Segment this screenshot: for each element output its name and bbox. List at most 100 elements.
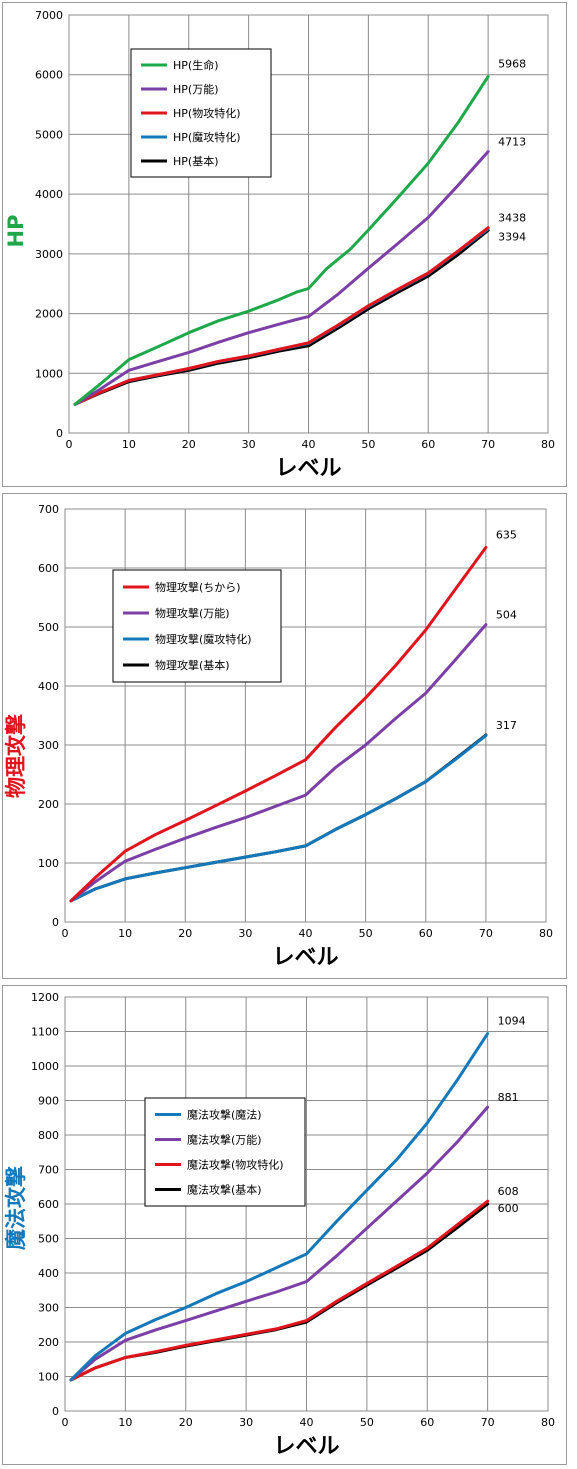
x-axis-label: レベル <box>272 945 338 970</box>
magic-attack-chart: 0 10 20 30 40 50 60 70 8001002003004005006007008… <box>4 991 555 1459</box>
x-tick-label: 80 <box>541 438 555 451</box>
legend-label: 物理攻撃(基本) <box>155 658 230 672</box>
x-tick-label: 70 <box>481 1416 495 1429</box>
x-tick-label: 50 <box>360 1416 374 1429</box>
x-tick-label: 40 <box>299 927 313 940</box>
x-tick-label: 60 <box>419 927 433 940</box>
x-tick-label: 50 <box>361 438 375 451</box>
y-tick-label: 500 <box>38 621 59 634</box>
x-tick-label: 70 <box>479 927 493 940</box>
y-tick-label: 600 <box>38 1198 59 1211</box>
x-tick-label: 60 <box>421 438 435 451</box>
y-tick-label: 0 <box>52 1405 59 1418</box>
x-axis-label: レベル <box>273 1434 339 1459</box>
end-value-label: 608 <box>498 1185 519 1198</box>
series-line-0 <box>73 75 490 406</box>
legend-label: 魔法攻撃(物攻特化) <box>187 1158 284 1172</box>
x-tick-label: 80 <box>539 927 553 940</box>
legend-label: 物理攻撃(万能) <box>155 606 230 620</box>
legend-label: HP(魔攻特化) <box>173 130 241 144</box>
x-tick-label: 10 <box>118 1416 132 1429</box>
magic-attack-chart-panel: 0 10 20 30 40 50 60 70 80 0 100 200 300 400 500 600 700 8… <box>2 985 567 1465</box>
y-tick-label: 5000 <box>35 128 63 141</box>
series-line-0 <box>69 1032 490 1382</box>
x-tick-label: 0 <box>62 1416 69 1429</box>
x-tick-label: 10 <box>122 438 136 451</box>
x-tick-label: 40 <box>302 438 316 451</box>
end-value-label: 317 <box>496 719 517 732</box>
y-tick-label: 300 <box>38 739 59 752</box>
y-tick-label: 600 <box>38 562 59 575</box>
y-tick-label: 0 <box>52 916 59 929</box>
y-tick-label: 4000 <box>35 188 63 201</box>
series-line-2 <box>73 226 490 406</box>
y-tick-label: 200 <box>38 1336 59 1349</box>
y-tick-label: 200 <box>38 798 59 811</box>
y-axis-label: HP <box>4 215 28 248</box>
y-tick-label: 7000 <box>35 9 63 22</box>
y-tick-label: 800 <box>38 1129 59 1142</box>
legend-label: HP(物攻特化) <box>173 106 241 120</box>
y-tick-label: 1000 <box>35 367 63 380</box>
y-tick-label: 100 <box>38 1371 59 1384</box>
x-axis-label: レベル <box>275 456 341 481</box>
x-tick-label: 30 <box>242 438 256 451</box>
legend-label: HP(基本) <box>173 154 219 168</box>
legend-label: 魔法攻撃(基本) <box>187 1183 262 1197</box>
y-tick-label: 6000 <box>35 69 63 82</box>
y-tick-label: 700 <box>38 503 59 516</box>
x-tick-label: 40 <box>300 1416 314 1429</box>
y-tick-label: 400 <box>38 1267 59 1280</box>
series-line-1 <box>73 150 490 406</box>
y-tick-label: 1000 <box>31 1060 59 1073</box>
series-line-0 <box>69 545 488 903</box>
x-tick-label: 80 <box>541 1416 555 1429</box>
y-tick-label: 500 <box>38 1233 59 1246</box>
y-tick-label: 700 <box>38 1164 59 1177</box>
series-line-1 <box>69 623 488 903</box>
y-tick-label: 300 <box>38 1302 59 1315</box>
x-tick-label: 0 <box>66 438 73 451</box>
series-line-2 <box>69 734 488 903</box>
legend-label: 魔法攻撃(万能) <box>187 1133 262 1147</box>
hp-chart: 0 10 20 30 40 50 60 70 80 0 1000 2000 3000 4000 5000 60… <box>4 9 555 481</box>
y-tick-label: 100 <box>38 857 59 870</box>
end-value-label: 504 <box>496 609 517 622</box>
physical-attack-chart: 0 10 20 30 40 50 60 70 80 0 100 200 300 400 500 600 700 レ… <box>4 503 553 970</box>
physical-attack-chart-panel: 0 10 20 30 40 50 60 70 80 0 100 200 300 400 500 600 700 レ… <box>2 493 567 979</box>
x-tick-label: 10 <box>118 927 132 940</box>
x-tick-label: 50 <box>359 927 373 940</box>
legend-box <box>112 569 282 683</box>
y-tick-label: 1100 <box>31 1026 59 1039</box>
end-value-label: 5968 <box>498 58 526 71</box>
end-value-label: 600 <box>498 1202 519 1215</box>
y-axis-label: 魔法攻撃 <box>4 1166 28 1250</box>
y-axis-label: 物理攻撃 <box>4 714 28 798</box>
legend-label: 物理攻撃(ちから) <box>155 580 241 594</box>
y-tick-label: 3000 <box>35 248 63 261</box>
y-tick-label: 1200 <box>31 991 59 1004</box>
legend-label: 物理攻撃(魔攻特化) <box>155 632 252 646</box>
hp-chart-panel: 0 10 20 30 40 50 60 70 80 0 1000 2000 3000 4000 5000 60… <box>2 2 567 487</box>
legend-label: HP(生命) <box>173 58 219 72</box>
x-tick-label: 0 <box>62 927 69 940</box>
y-tick-label: 900 <box>38 1095 59 1108</box>
y-tick-label: 0 <box>56 427 63 440</box>
end-value-label: 3438 <box>498 212 526 225</box>
y-tick-label: 400 <box>38 680 59 693</box>
x-tick-label: 20 <box>179 1416 193 1429</box>
series-line-1 <box>69 1105 490 1382</box>
end-value-label: 635 <box>496 528 517 541</box>
end-value-label: 1094 <box>498 1015 526 1028</box>
x-tick-label: 20 <box>178 927 192 940</box>
x-tick-label: 30 <box>239 1416 253 1429</box>
x-tick-label: 60 <box>420 1416 434 1429</box>
y-tick-label: 2000 <box>35 308 63 321</box>
end-value-label: 4713 <box>498 136 526 149</box>
x-tick-label: 20 <box>182 438 196 451</box>
end-value-label: 881 <box>498 1091 519 1104</box>
end-value-label: 3394 <box>498 230 526 243</box>
x-tick-label: 70 <box>481 438 495 451</box>
legend-label: HP(万能) <box>173 82 219 96</box>
series-line-2 <box>69 1199 490 1382</box>
